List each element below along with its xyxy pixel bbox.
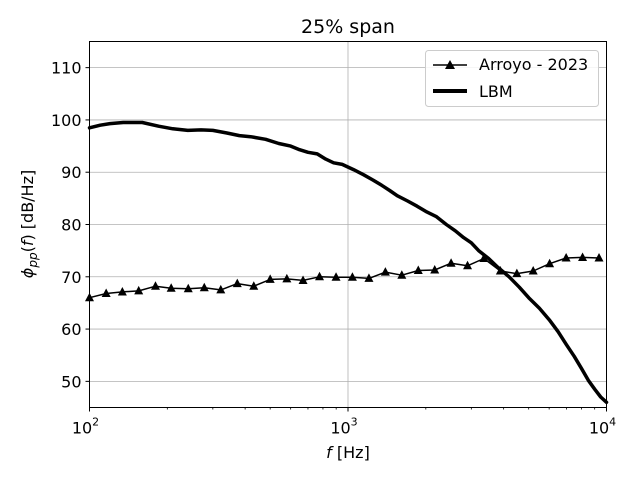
x-axis-label: f [Hz] xyxy=(326,443,370,462)
legend-label-lbm: LBM xyxy=(479,82,513,101)
arroyo-data-point xyxy=(347,272,357,281)
arroyo-data-point xyxy=(380,267,390,276)
arroyo-data-point xyxy=(463,260,473,270)
arroyo-data-point xyxy=(249,281,259,290)
arroyo-data-point xyxy=(479,253,489,262)
y-tick-label: 100 xyxy=(51,111,82,130)
arroyo-data-point xyxy=(413,265,423,275)
chart-title: 25% span xyxy=(301,16,395,38)
arroyo-data-point xyxy=(199,282,209,292)
arroyo-data-point xyxy=(315,271,325,281)
arroyo-data-point xyxy=(134,285,144,295)
series-arroyo-line xyxy=(88,256,600,299)
arroyo-data-point xyxy=(397,270,407,279)
arroyo-data-point xyxy=(117,286,127,296)
x-tick-label: 103 xyxy=(330,416,357,438)
y-tick-label: 60 xyxy=(61,320,81,339)
arroyo-data-point xyxy=(545,258,555,268)
arroyo-data-point xyxy=(282,273,292,283)
arroyo-data-point xyxy=(101,288,111,298)
y-tick-label: 50 xyxy=(61,372,81,391)
arroyo-data-point xyxy=(331,272,341,281)
y-tick-label: 80 xyxy=(61,216,81,235)
x-tick-label: 102 xyxy=(72,416,99,438)
x-axis-label-variable: f xyxy=(326,443,334,462)
arroyo-data-point xyxy=(561,252,571,262)
legend-triangle-marker-icon xyxy=(445,60,455,69)
series-lbm-line xyxy=(87,120,609,405)
arroyo-data-point xyxy=(430,264,440,274)
legend-label-arroyo: Arroyo - 2023 xyxy=(479,55,588,74)
axis-ticks: 50 60 70 80 90 100 110 102 103 104 xyxy=(51,59,616,438)
x-tick-label: 104 xyxy=(589,416,616,438)
arroyo-data-point xyxy=(232,278,242,288)
arroyo-data-point xyxy=(512,268,522,278)
series-layer xyxy=(85,120,609,405)
y-tick-label: 90 xyxy=(61,163,81,182)
y-tick-label: 70 xyxy=(61,268,81,287)
legend-box xyxy=(425,50,599,107)
y-tick-label: 110 xyxy=(51,59,82,78)
x-axis-label-unit: [Hz] xyxy=(332,443,370,462)
arroyo-data-point xyxy=(578,252,588,261)
arroyo-data-point xyxy=(594,252,604,262)
arroyo-data-point xyxy=(150,281,160,290)
arroyo-data-point xyxy=(446,258,456,267)
legend: Arroyo - 2023 LBM xyxy=(425,50,599,107)
arroyo-data-point xyxy=(265,274,275,283)
y-axis-label: ϕpp(f) [dB/Hz] xyxy=(18,170,40,278)
arroyo-data-point xyxy=(298,275,308,284)
arroyo-data-point xyxy=(216,284,226,294)
arroyo-data-point xyxy=(166,283,176,292)
arroyo-data-point xyxy=(528,266,538,275)
arroyo-data-point xyxy=(183,283,193,293)
arroyo-data-point xyxy=(364,273,374,282)
